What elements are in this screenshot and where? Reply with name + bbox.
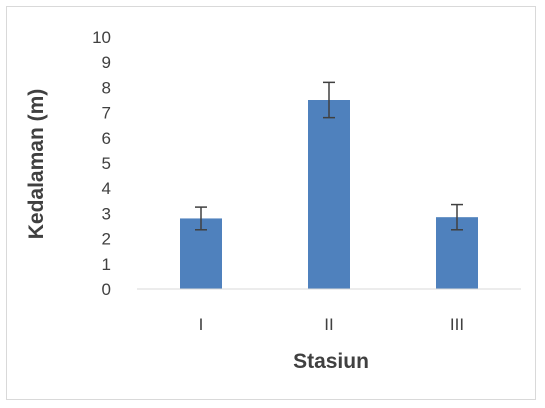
y-tick-label: 3 [102,204,111,223]
bar-II [308,100,350,289]
error-bar-I [195,206,207,231]
chart-frame [6,6,536,400]
y-tick-label: 4 [102,179,111,198]
x-tick-label: I [199,315,204,334]
bars [180,100,478,289]
error-bar-II [323,81,335,119]
y-axis-ticks: 0 1 2 3 4 5 6 7 8 9 10 [92,28,111,299]
x-axis-ticks: I II III [199,315,464,334]
y-tick-label: 1 [102,255,111,274]
y-tick-label: 7 [102,104,111,123]
y-axis-title: Kedalaman (m) [25,89,48,240]
y-tick-label: 5 [102,154,111,173]
x-tick-label: III [450,315,464,334]
y-tick-label: 8 [102,78,111,97]
y-tick-label: 10 [92,28,111,47]
x-tick-label: II [324,315,333,334]
x-axis-title: Stasiun [293,350,369,373]
y-tick-label: 0 [102,280,111,299]
y-tick-label: 2 [102,230,111,249]
error-bar-III [451,203,463,231]
error-bars [195,81,463,231]
y-tick-label: 6 [102,129,111,148]
y-tick-label: 9 [102,53,111,72]
